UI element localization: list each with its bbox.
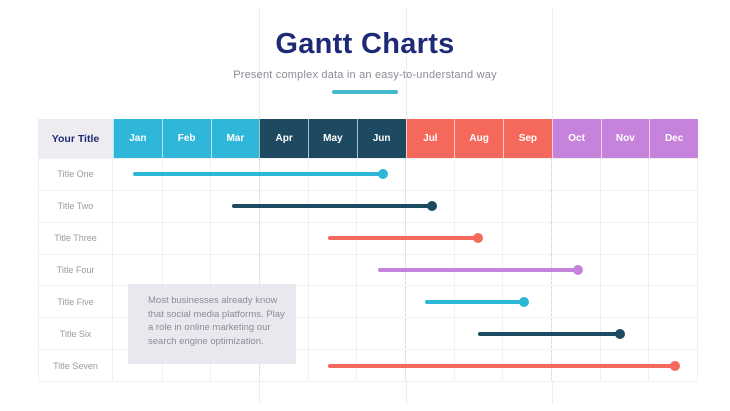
gantt-bar-endpoint-dot	[614, 328, 625, 339]
gantt-bar	[378, 265, 584, 275]
gantt-bar-endpoint-dot	[473, 233, 484, 244]
row-label: Title Three	[38, 222, 113, 254]
note-text: Most businesses already know that social…	[148, 295, 285, 347]
month-header-cell: Jan	[113, 119, 162, 158]
table-row: Title Three	[38, 222, 698, 255]
gantt-bar	[232, 201, 438, 212]
accent-underline	[332, 90, 398, 94]
month-header-cell: Nov	[600, 119, 650, 158]
month-grid-line	[307, 159, 309, 382]
gantt-body: Title One Title Two Title Three Title Four T…	[38, 158, 698, 383]
table-row: Title One	[38, 159, 698, 191]
gantt-bar	[327, 233, 484, 244]
table-row: Title Seven	[38, 350, 698, 383]
gantt-track	[113, 318, 698, 349]
table-row: Title Four	[38, 254, 698, 287]
month-header-cell: Sep	[503, 119, 552, 158]
gantt-bar-endpoint-dot	[427, 201, 438, 212]
corner-header-cell: Your Title	[38, 119, 113, 158]
gantt-bar	[327, 360, 681, 371]
month-grid-line	[356, 159, 358, 382]
gantt-bar-endpoint-dot	[573, 265, 584, 275]
gantt-track	[113, 191, 698, 222]
note-box: Most businesses already know that social…	[128, 284, 296, 364]
month-header-cell: May	[308, 119, 357, 158]
row-label: Title Five	[38, 286, 113, 318]
row-label: Title One	[38, 159, 113, 190]
month-header-cell: Jul	[405, 119, 455, 158]
gantt-bar-endpoint-dot	[670, 360, 681, 371]
month-header-cell: Oct	[551, 119, 601, 158]
table-row: Title Five	[38, 286, 698, 319]
month-header-cell: Dec	[649, 119, 698, 158]
gantt-bar	[478, 328, 625, 339]
row-label: Title Two	[38, 190, 113, 222]
gantt-bar-endpoint-dot	[518, 296, 529, 307]
table-row: Title Two	[38, 190, 698, 223]
gantt-track	[113, 286, 698, 317]
row-label: Title Seven	[38, 350, 113, 382]
month-grid-line	[161, 159, 163, 382]
gantt-header-row: Your Title Jan Feb Mar Apr May Jun Jul Aug Sep Oct…	[38, 119, 698, 158]
gantt-track	[113, 159, 698, 190]
month-header-cell: Jun	[356, 119, 406, 158]
slide-header: Gantt Charts Present complex data in an …	[0, 0, 730, 94]
gantt-bar	[132, 169, 389, 180]
month-grid-line	[210, 159, 212, 382]
month-grid-line	[599, 159, 601, 382]
month-header-cell: Mar	[210, 119, 260, 158]
month-header-cell: Aug	[454, 119, 503, 158]
page-subtitle: Present complex data in an easy-to-under…	[233, 69, 497, 81]
gantt-track	[113, 350, 698, 381]
month-grid-line	[648, 159, 650, 382]
month-header-cell: Apr	[259, 119, 308, 158]
gantt-bar	[425, 296, 529, 307]
table-row: Title Six	[38, 318, 698, 351]
row-label: Title Six	[38, 318, 113, 350]
gantt-bar-endpoint-dot	[378, 169, 389, 180]
quarter-grid-line	[259, 159, 260, 382]
gantt-track	[113, 255, 698, 286]
month-header-cell: Feb	[161, 119, 211, 158]
row-label: Title Four	[38, 254, 113, 286]
page-title: Gantt Charts	[275, 28, 455, 60]
gantt-track	[113, 223, 698, 254]
